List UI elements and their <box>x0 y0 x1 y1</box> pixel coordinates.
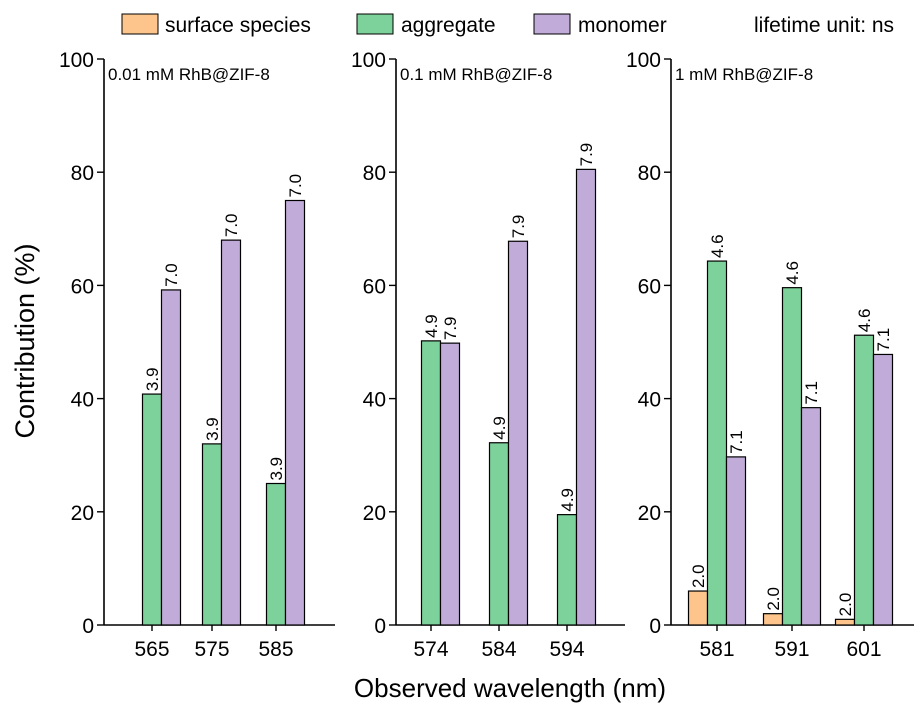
x-tick-label: 584 <box>481 638 516 661</box>
y-tick-label: 100 <box>351 49 386 72</box>
bar-value-label: 4.6 <box>708 234 727 258</box>
bar-value-label: 7.0 <box>286 174 305 198</box>
bar-monomer <box>284 199 306 626</box>
bar-value-label: 2.0 <box>689 564 708 588</box>
bar-aggregate <box>781 287 803 626</box>
bar-value-label: 7.1 <box>727 430 746 454</box>
y-tick-label: 0 <box>374 615 386 638</box>
y-tick-label: 40 <box>638 389 661 412</box>
panel-2: 0 20 40 60 80 100 0.1 mM RhB@ZIF-8 574 584 594 4.9… <box>351 49 625 661</box>
y-tick-label: 20 <box>363 502 386 525</box>
bar-value-label: 4.6 <box>783 261 802 285</box>
bar-aggregate <box>265 482 287 626</box>
bar-surface-species <box>834 618 856 626</box>
bar-monomer <box>507 240 529 626</box>
y-tick-label: 60 <box>638 275 661 298</box>
y-tick-label: 20 <box>638 502 661 525</box>
x-tick-label: 591 <box>774 638 809 661</box>
bar-value-label: 3.9 <box>267 457 286 481</box>
legend-swatch-monomer <box>533 13 571 35</box>
y-tick-label: 100 <box>626 49 661 72</box>
bar-value-label: 7.0 <box>162 263 181 287</box>
lifetime-unit-note: lifetime unit: ns <box>754 14 894 37</box>
bar-value-label: 4.6 <box>855 309 874 333</box>
y-tick-label: 20 <box>71 502 94 525</box>
y-tick-label: 40 <box>71 389 94 412</box>
legend-label-aggregate: aggregate <box>401 14 496 37</box>
panels: 0 20 40 60 80 100 0.01 mM RhB@ZIF-8 565 575 585 3.… <box>59 49 914 661</box>
bar-aggregate <box>853 334 875 626</box>
x-tick-label: 601 <box>846 638 881 661</box>
bar-aggregate <box>420 340 442 626</box>
x-tick-label: 565 <box>134 638 169 661</box>
bar-value-label: 2.0 <box>836 593 855 617</box>
bar-value-label: 2.0 <box>764 587 783 611</box>
y-tick-label: 80 <box>638 162 661 185</box>
panel-title: 1 mM RhB@ZIF-8 <box>675 65 813 84</box>
y-axis-label: Contribution (%) <box>10 243 40 438</box>
y-tick-label: 100 <box>59 49 94 72</box>
bar-aggregate <box>488 442 510 626</box>
legend-swatch-aggregate <box>356 13 394 35</box>
y-tick-label: 0 <box>82 615 94 638</box>
x-axis-label: Observed wavelength (nm) <box>354 673 666 703</box>
bar-monomer <box>800 407 822 626</box>
bar-monomer <box>160 289 182 626</box>
bar-value-label: 7.1 <box>802 381 821 405</box>
bar-monomer <box>725 456 747 626</box>
bar-aggregate <box>706 260 728 626</box>
x-tick-label: 585 <box>258 638 293 661</box>
y-tick-label: 80 <box>363 162 386 185</box>
bar-aggregate <box>201 443 223 626</box>
panel-title: 0.1 mM RhB@ZIF-8 <box>400 65 552 84</box>
bar-aggregate <box>141 393 163 626</box>
bar-value-label: 7.9 <box>577 143 596 167</box>
bar-value-label: 7.1 <box>874 328 893 352</box>
bar-monomer <box>575 168 597 626</box>
x-tick-label: 594 <box>549 638 584 661</box>
bar-monomer <box>439 342 461 626</box>
legend-label-surface-species: surface species <box>165 14 311 37</box>
bar-value-label: 4.9 <box>490 416 509 440</box>
panel-1: 0 20 40 60 80 100 0.01 mM RhB@ZIF-8 565 575 585 3.… <box>59 49 335 661</box>
bar-value-label: 4.9 <box>422 314 441 338</box>
legend: surface species aggregate monomer lifeti… <box>121 13 894 37</box>
panel-3: 0 20 40 60 80 100 1 mM RhB@ZIF-8 581 591 601 2.0 2.… <box>626 49 914 661</box>
x-tick-label: 574 <box>413 638 448 661</box>
bar-value-label: 3.9 <box>203 417 222 441</box>
bar-monomer <box>220 239 242 626</box>
panel-title: 0.01 mM RhB@ZIF-8 <box>108 65 270 84</box>
y-tick-label: 40 <box>363 389 386 412</box>
bar-surface-species <box>762 613 784 626</box>
y-tick-label: 60 <box>71 275 94 298</box>
legend-swatch-surface-species <box>121 13 159 35</box>
x-tick-label: 575 <box>194 638 229 661</box>
bar-monomer <box>872 353 894 626</box>
bar-aggregate <box>556 514 578 626</box>
bar-value-label: 7.0 <box>222 213 241 237</box>
bar-value-label: 3.9 <box>143 367 162 391</box>
bar-value-label: 7.9 <box>441 316 460 340</box>
x-tick-label: 581 <box>699 638 734 661</box>
y-tick-label: 60 <box>363 275 386 298</box>
legend-label-monomer: monomer <box>578 14 667 37</box>
bar-value-label: 4.9 <box>558 488 577 512</box>
y-tick-label: 80 <box>71 162 94 185</box>
bar-surface-species <box>687 590 709 626</box>
y-tick-label: 0 <box>649 615 661 638</box>
bar-value-label: 7.9 <box>509 215 528 239</box>
